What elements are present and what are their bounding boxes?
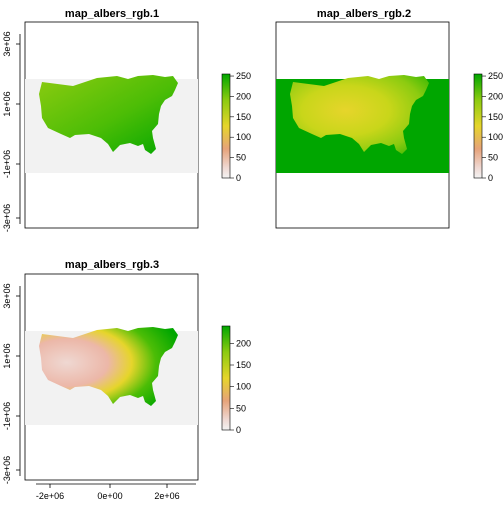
panel-1-legend-tick-0: 250 — [236, 71, 251, 81]
panel-3-ytick-0: 3e+06 — [2, 283, 12, 308]
panel-1-title: map_albers_rgb.1 — [65, 8, 159, 20]
panel-3-y-axis: 3e+06 1e+06 -1e+06 -3e+06 — [2, 283, 21, 484]
panel-2-legend-bar — [473, 73, 483, 179]
panel-3-ytick-2: -1e+06 — [2, 402, 12, 430]
panel-3-xtick-1: 0e+00 — [97, 491, 122, 501]
panel-2-legend-tick-5: 0 — [488, 173, 493, 183]
panel-3-legend: 200 150 100 50 0 — [221, 325, 251, 435]
panel-2: map_albers_rgb.2 250 200 150 100 50 0 — [275, 8, 503, 229]
panel-3-x-axis: -2e+06 0e+00 2e+06 — [36, 483, 196, 501]
panel-3-legend-bar — [221, 325, 231, 431]
panel-2-legend-tick-0: 250 — [488, 71, 503, 81]
panel-3: map_albers_rgb.3 3e+06 1e+06 -1e+06 -3e+… — [2, 259, 251, 501]
panel-3-legend-tick-4: 0 — [236, 425, 241, 435]
panel-3-legend-tick-1: 150 — [236, 360, 251, 370]
panel-3-land — [39, 327, 178, 406]
panel-1-legend-bar — [221, 73, 231, 179]
panel-2-legend-tick-4: 50 — [488, 153, 498, 163]
panel-3-legend-tick-0: 200 — [236, 338, 251, 348]
panel-1-y-axis: 3e+06 1e+06 -1e+06 -3e+06 — [2, 31, 21, 232]
panel-1-ytick-2: -1e+06 — [2, 150, 12, 178]
panel-2-legend: 250 200 150 100 50 0 — [473, 71, 503, 183]
panel-1-legend: 250 200 150 100 50 0 — [221, 71, 251, 183]
panel-1-ytick-3: -3e+06 — [2, 204, 12, 232]
panel-3-ytick-1: 1e+06 — [2, 343, 12, 368]
panel-3-title: map_albers_rgb.3 — [65, 259, 159, 271]
panel-3-legend-tick-3: 50 — [236, 403, 246, 413]
panel-1-ytick-0: 3e+06 — [2, 31, 12, 56]
panel-3-ytick-3: -3e+06 — [2, 456, 12, 484]
panel-3-legend-tick-2: 100 — [236, 382, 251, 392]
panel-1-legend-tick-5: 0 — [236, 173, 241, 183]
panel-3-xtick-0: -2e+06 — [36, 491, 64, 501]
panel-1-ytick-1: 1e+06 — [2, 91, 12, 116]
panel-2-legend-tick-3: 100 — [488, 132, 503, 142]
panel-3-xtick-2: 2e+06 — [154, 491, 179, 501]
panel-2-title: map_albers_rgb.2 — [317, 8, 411, 20]
panel-2-land — [290, 75, 429, 154]
panel-1-land — [39, 75, 178, 154]
panel-1: map_albers_rgb.1 3e+06 1e+06 -1e+06 -3e+… — [2, 8, 251, 232]
panel-1-legend-tick-4: 50 — [236, 153, 246, 163]
panel-2-legend-tick-2: 150 — [488, 112, 503, 122]
panel-1-legend-tick-2: 150 — [236, 112, 251, 122]
panel-1-legend-tick-1: 200 — [236, 91, 251, 101]
panel-2-legend-tick-1: 200 — [488, 91, 503, 101]
panel-1-legend-tick-3: 100 — [236, 132, 251, 142]
